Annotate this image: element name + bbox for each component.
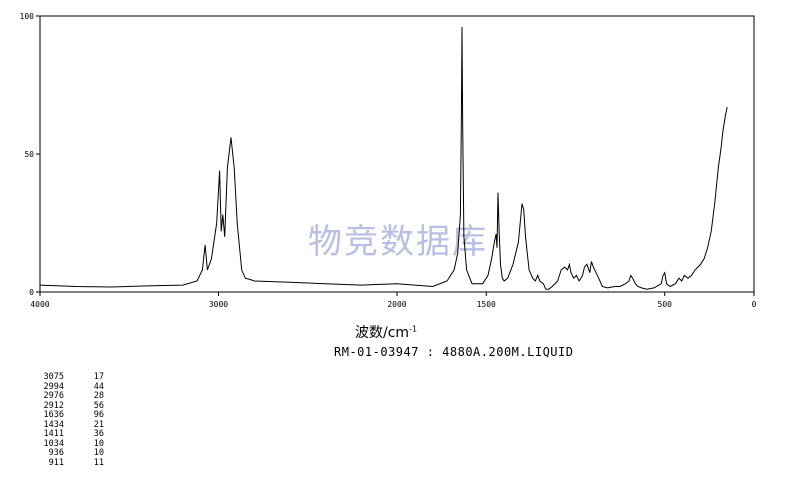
peak-wavenumber: 911 [48, 457, 64, 468]
peak-wavenumber: 3075 [43, 372, 64, 382]
peak-row: 1434 21 [24, 419, 104, 431]
x-axis-label-exponent: -1 [409, 324, 418, 334]
watermark: 物竞数据库 [308, 222, 488, 262]
x-axis-ticks: 4000 3000 2000 1500 500 0 [30, 292, 757, 309]
peak-wavenumber: 1636 [43, 410, 64, 420]
peak-table: 3075 17 2994 44 2976 28 2912 56 1636 96 1434 21 1411… [24, 372, 104, 469]
y-axis-ticks: 0 50 100 [20, 12, 40, 297]
y-tick-label: 0 [29, 288, 34, 297]
peak-intensity: 11 [93, 457, 104, 468]
peak-row: 1636 96 [24, 410, 104, 421]
y-tick-label: 50 [24, 150, 34, 159]
peak-intensity: 44 [93, 381, 104, 392]
peak-row: 2994 44 [24, 381, 104, 393]
peak-intensity: 36 [93, 429, 104, 439]
peak-wavenumber: 1434 [43, 419, 64, 430]
x-tick-label: 3000 [209, 300, 228, 309]
peak-wavenumber: 1411 [43, 429, 64, 439]
sample-caption: RM-01-03947 : 4880A.200M.LIQUID [334, 345, 574, 359]
x-axis-label-text: 波数/cm [355, 325, 410, 341]
x-tick-label: 4000 [30, 300, 49, 309]
x-tick-label: 500 [658, 300, 673, 309]
peak-row: 911 11 [24, 457, 104, 469]
peak-intensity: 28 [93, 391, 104, 401]
peak-intensity: 21 [93, 419, 104, 430]
x-tick-label: 1500 [477, 300, 496, 309]
y-tick-label: 100 [20, 12, 35, 21]
spectrum-chart: 0 50 100 4000 3000 2000 1500 500 0 物竞数据库 [20, 12, 757, 309]
peak-intensity: 17 [93, 372, 104, 382]
peak-wavenumber: 936 [48, 448, 64, 458]
peak-row: 1034 10 [24, 438, 104, 450]
peak-wavenumber: 1034 [43, 438, 64, 449]
peak-wavenumber: 2976 [43, 391, 64, 401]
x-axis-label: 波数/cm-1 [355, 322, 417, 342]
peak-intensity: 10 [93, 438, 104, 449]
peak-row: 2912 56 [24, 400, 104, 412]
peak-wavenumber: 2912 [43, 400, 64, 411]
peak-wavenumber: 2994 [43, 381, 64, 392]
peak-row: 3075 17 [24, 372, 104, 383]
x-tick-label: 2000 [387, 300, 406, 309]
peak-row: 2976 28 [24, 391, 104, 402]
peak-intensity: 10 [93, 448, 104, 458]
spectrum-line [39, 26, 728, 290]
peak-intensity: 56 [93, 400, 104, 411]
x-tick-label: 0 [752, 300, 757, 309]
peak-row: 1411 36 [24, 429, 104, 440]
peak-intensity: 96 [93, 410, 104, 420]
peak-row: 936 10 [24, 448, 104, 459]
